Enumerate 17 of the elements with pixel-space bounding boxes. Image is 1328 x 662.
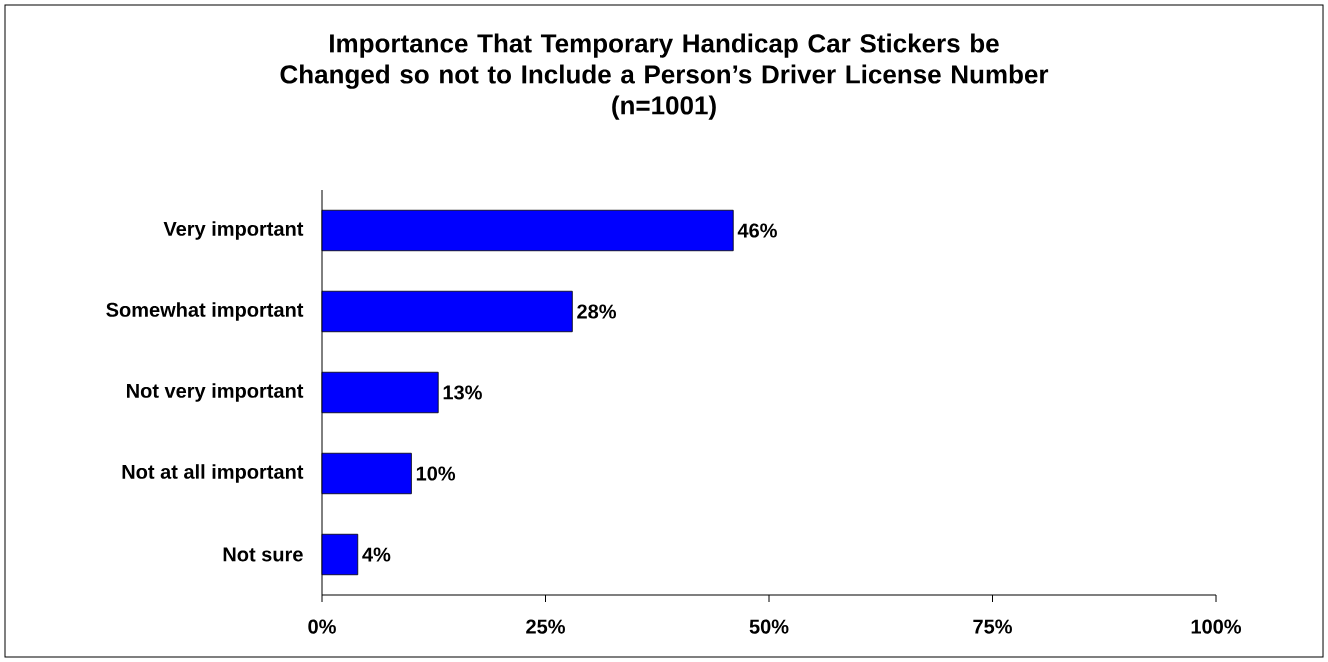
x-tick-label: 75% — [973, 619, 1012, 634]
y-tick-label: Not at all important — [122, 464, 304, 483]
data-label: 13% — [443, 385, 482, 400]
data-label: 28% — [577, 304, 617, 319]
x-tick-label: 100% — [1191, 619, 1242, 634]
data-label: 10% — [416, 466, 456, 481]
x-tick-label: 25% — [526, 619, 565, 634]
x-tick-label: 0% — [308, 619, 336, 634]
data-label: 4% — [362, 547, 391, 562]
data-label: 46% — [737, 223, 777, 238]
chart-subtitle: (n=1001) — [612, 95, 716, 120]
y-tick-label: Very important — [163, 221, 304, 240]
chart-title: Importance That Temporary Handicap Car Stickers be Changed so not to Include a Person’s Driver License Number — [280, 33, 1049, 89]
y-tick-label: Not sure — [223, 547, 303, 562]
x-tick-label: 50% — [749, 619, 789, 634]
y-tick-label: Not very important — [127, 383, 304, 402]
y-tick-label: Somewhat important — [106, 302, 304, 321]
